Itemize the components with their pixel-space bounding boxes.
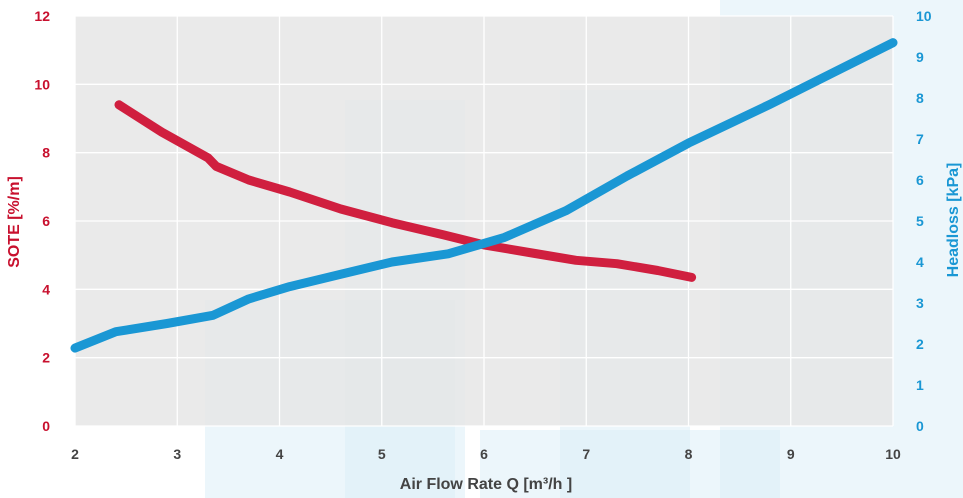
left-tick-label: 6 [42,213,50,229]
x-tick-label: 6 [480,446,488,462]
data-point-headloss [503,236,505,238]
right-tick-label: 0 [916,418,924,434]
x-axis-title: Air Flow Rate Q [m³/h ] [400,476,572,493]
right-tick-label: 4 [916,254,924,270]
data-point-sote [207,157,209,159]
left-axis-ticks: 0 2 4 6 8 10 12 [34,8,50,434]
left-tick-label: 10 [34,76,50,92]
right-tick-label: 10 [916,8,932,24]
right-tick-label: 7 [916,131,924,147]
x-tick-label: 3 [173,446,181,462]
x-tick-label: 9 [787,446,795,462]
left-tick-label: 8 [42,145,50,161]
data-point-headloss [248,298,250,300]
data-point-headloss [892,42,894,44]
right-tick-label: 2 [916,336,924,352]
data-point-sote [534,252,536,254]
data-point-sote [657,270,659,272]
series-layer [70,38,898,353]
data-point-sote [691,276,693,278]
right-tick-label: 9 [916,49,924,65]
data-point-sote [289,191,291,193]
x-tick-label: 2 [71,446,79,462]
background-shape [480,430,780,498]
data-point-headloss [565,210,567,212]
data-point-sote [340,208,342,210]
right-axis-ticks: 0 1 2 3 4 5 6 7 8 9 10 [916,8,932,434]
right-tick-label: 3 [916,295,924,311]
left-tick-label: 4 [42,281,50,297]
right-tick-label: 8 [916,90,924,106]
data-point-sote [161,131,163,133]
data-point-sote [118,104,120,106]
data-point-sote [215,165,217,167]
data-point-sote [616,263,618,265]
left-tick-label: 2 [42,350,50,366]
x-tick-label: 5 [378,446,386,462]
data-point-headloss [831,72,833,74]
left-axis-title: SOTE [%/m] [6,176,23,268]
data-point-headloss [391,261,393,263]
x-tick-label: 4 [276,446,284,462]
data-point-sote [575,259,577,261]
series-line-headloss [70,38,898,353]
data-point-headloss [212,314,214,316]
left-tick-label: 12 [34,8,50,24]
data-point-headloss [340,273,342,275]
right-axis-title: Headloss [kPa] [945,163,962,278]
data-point-headloss [447,253,449,255]
data-point-sote [391,222,393,224]
data-point-headloss [769,103,771,105]
x-axis-ticks: 2 3 4 5 6 7 8 9 10 [71,446,901,462]
x-tick-label: 7 [582,446,590,462]
data-point-headloss [688,142,689,144]
data-point-sote [248,179,250,181]
right-tick-label: 1 [916,377,924,393]
data-point-headloss [289,286,291,288]
right-tick-label: 6 [916,172,924,188]
data-point-headloss [166,323,168,324]
right-tick-label: 5 [916,213,924,229]
grid [74,15,894,427]
data-point-headloss [74,347,76,349]
left-tick-label: 0 [42,418,50,434]
data-point-sote [442,234,444,236]
x-tick-label: 10 [885,446,901,462]
data-point-headloss [626,175,628,177]
data-point-headloss [115,331,117,333]
x-tick-label: 8 [685,446,693,462]
